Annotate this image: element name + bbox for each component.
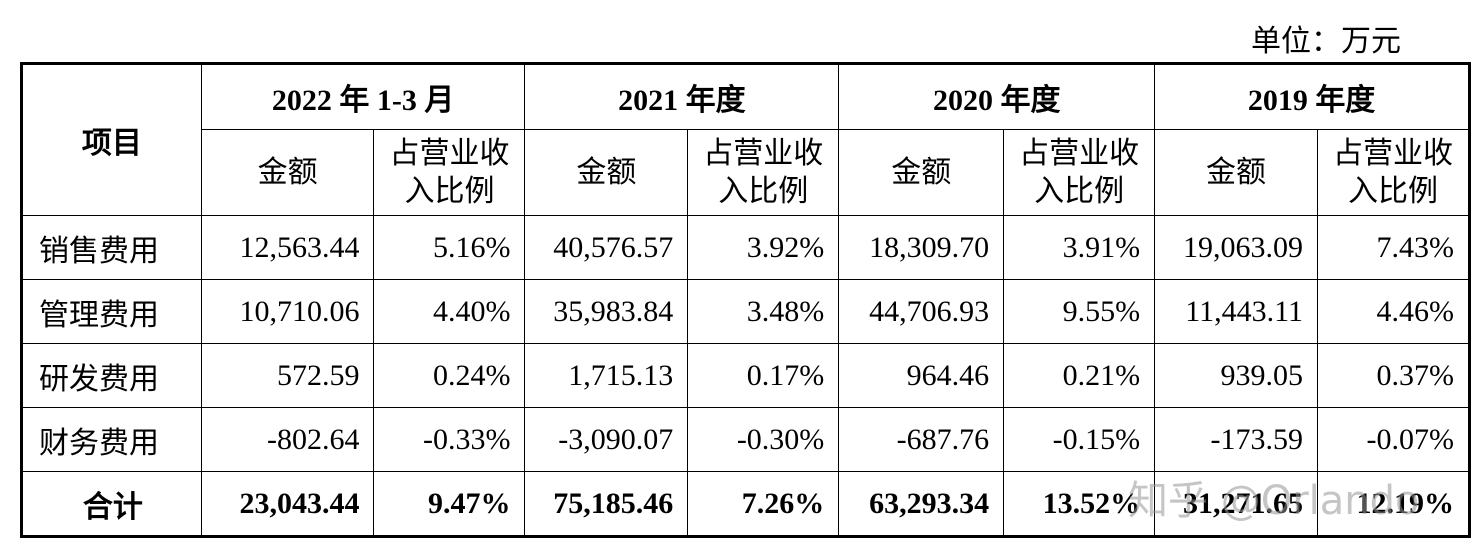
ratio-header: 占营业收入比例 <box>1003 129 1156 216</box>
cell: 13.52% <box>1003 471 1156 537</box>
cell: 11,443.11 <box>1154 279 1318 344</box>
cell: 7.43% <box>1316 215 1471 280</box>
row-label: 财务费用 <box>21 407 202 472</box>
cell: 23,043.44 <box>200 471 375 537</box>
ratio-text: 占营业收入比例 <box>1019 136 1140 208</box>
period-header: 2022 年 1-3 月 <box>200 63 526 130</box>
cell: 75,185.46 <box>524 471 689 537</box>
cell: 12.19% <box>1316 471 1471 537</box>
ratio-text: 占营业收入比例 <box>389 136 510 208</box>
cell: 939.05 <box>1154 343 1318 408</box>
cell: 7.26% <box>687 471 840 537</box>
period-header: 2020 年度 <box>838 63 1156 130</box>
cell: 1,715.13 <box>524 343 689 408</box>
cell: -0.30% <box>687 407 840 472</box>
cell: -173.59 <box>1154 407 1318 472</box>
data-row: 研发费用 572.59 0.24% 1,715.13 0.17% 964.46 0.21% 9… <box>21 343 1471 408</box>
period-header: 2021 年度 <box>524 63 840 130</box>
ratio-header: 占营业收入比例 <box>687 129 840 216</box>
cell: -3,090.07 <box>524 407 689 472</box>
amount-header: 金额 <box>838 129 1005 216</box>
data-row: 销售费用 12,563.44 5.16% 40,576.57 3.92% 18,309.7… <box>21 215 1471 280</box>
cell: 12,563.44 <box>200 215 375 280</box>
cell: 19,063.09 <box>1154 215 1318 280</box>
cell: 35,983.84 <box>524 279 689 344</box>
amount-header: 金额 <box>200 129 375 216</box>
amount-header: 金额 <box>1154 129 1318 216</box>
amount-header: 金额 <box>524 129 689 216</box>
cell: -0.15% <box>1003 407 1156 472</box>
header-row: 项目 2022 年 1-3 月 2021 年度 2020 年度 2019 年度 <box>21 63 1470 216</box>
cell: 3.91% <box>1003 215 1156 280</box>
period-header: 2019 年度 <box>1154 63 1470 130</box>
watermark: 知乎 @Orlando <box>1128 478 1420 524</box>
cell: 40,576.57 <box>524 215 689 280</box>
cell: 0.21% <box>1003 343 1156 408</box>
ratio-text: 占营业收入比例 <box>703 136 824 208</box>
cell: 63,293.34 <box>838 471 1005 537</box>
cell: -0.07% <box>1316 407 1471 472</box>
row-label: 销售费用 <box>21 215 202 280</box>
ratio-text: 占营业收入比例 <box>1332 136 1453 208</box>
cell: 10,710.06 <box>200 279 375 344</box>
cell: 9.55% <box>1003 279 1156 344</box>
cell: -802.64 <box>200 407 375 472</box>
cell: 44,706.93 <box>838 279 1005 344</box>
cell: 3.48% <box>687 279 840 344</box>
subheader-row: 金额 占营业收入比例 金额 占营业收入比例 金额 占营业收入比例 金额 占营业收入比例 <box>22 129 1471 216</box>
cell: 18,309.70 <box>838 215 1005 280</box>
cell: 964.46 <box>838 343 1005 408</box>
expense-table: 项目 2022 年 1-3 月 2021 年度 2020 年度 2019 年度 金额 占营业… <box>20 62 1471 538</box>
row-label: 合计 <box>21 471 202 537</box>
cell: 9.47% <box>373 471 526 537</box>
row-label: 管理费用 <box>21 279 202 344</box>
data-row: 管理费用 10,710.06 4.40% 35,983.84 3.48% 44,706.9… <box>21 279 1471 344</box>
ratio-header: 占营业收入比例 <box>1316 129 1471 216</box>
cell: 0.24% <box>373 343 526 408</box>
unit-label: 单位：万元 <box>1251 25 1401 58</box>
ratio-header: 占营业收入比例 <box>373 129 526 216</box>
cell: 31,271.65 <box>1154 471 1318 537</box>
data-row: 财务费用 -802.64 -0.33% -3,090.07 -0.30% -687.76-… <box>21 407 1471 472</box>
cell: -687.76 <box>838 407 1005 472</box>
data-row: 合计 23,043.44 9.47% 75,185.46 7.26% 63,293.34 1… <box>21 471 1471 537</box>
row-label: 研发费用 <box>21 343 202 408</box>
item-header: 项目 <box>21 63 202 216</box>
cell: -0.33% <box>373 407 526 472</box>
cell: 4.40% <box>373 279 526 344</box>
cell: 5.16% <box>373 215 526 280</box>
cell: 572.59 <box>200 343 375 408</box>
cell: 4.46% <box>1316 279 1471 344</box>
cell: 3.92% <box>687 215 840 280</box>
cell: 0.37% <box>1316 343 1471 408</box>
cell: 0.17% <box>687 343 840 408</box>
